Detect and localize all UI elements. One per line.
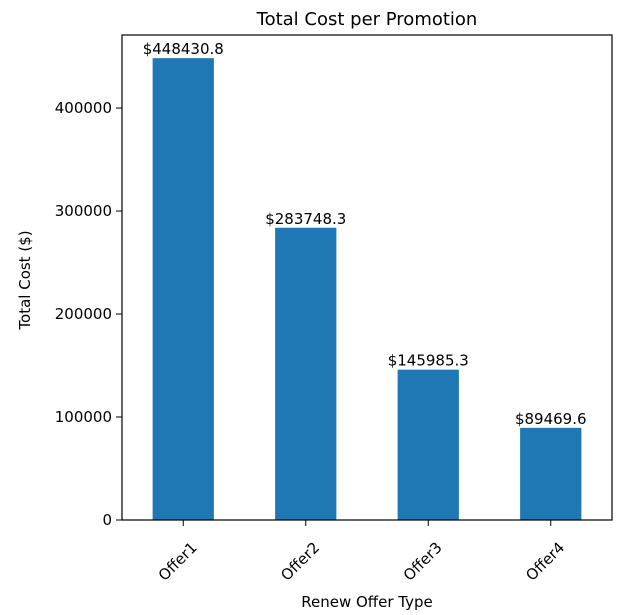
bar-offer1 [152,58,214,520]
x-tick-label-offer1: Offer1 [155,538,201,584]
y-axis-ticks: 0 100000 200000 300000 400000 [55,99,122,529]
y-axis-label: Total Cost ($) [16,230,34,330]
y-tick-label: 300000 [55,202,112,220]
plot-area-frame [121,34,613,521]
data-label-offer4: $89469.6 [515,410,587,428]
data-label-offer2: $283748.3 [265,210,346,228]
bar-offer3 [397,369,459,520]
data-label-offer1: $448430.8 [143,40,224,58]
y-tick-label: 100000 [55,408,112,426]
data-label-offer3: $145985.3 [388,352,469,370]
y-tick-label: 0 [102,511,112,529]
y-tick-label: 200000 [55,305,112,323]
bar-offer4 [520,427,582,520]
x-tick-label-offer3: Offer3 [400,538,446,584]
x-tick-label-offer2: Offer2 [277,538,323,584]
x-tick-label-offer4: Offer4 [522,538,568,584]
x-axis-label: Renew Offer Type [301,593,433,611]
y-tick-label: 400000 [55,99,112,117]
bars-group: $448430.8 $283748.3 $145985.3 $89469.6 [143,40,587,520]
bar-offer2 [275,227,337,520]
chart-title: Total Cost per Promotion [256,9,478,30]
x-axis-ticks: Offer1 Offer2 Offer3 Offer4 [155,520,568,584]
